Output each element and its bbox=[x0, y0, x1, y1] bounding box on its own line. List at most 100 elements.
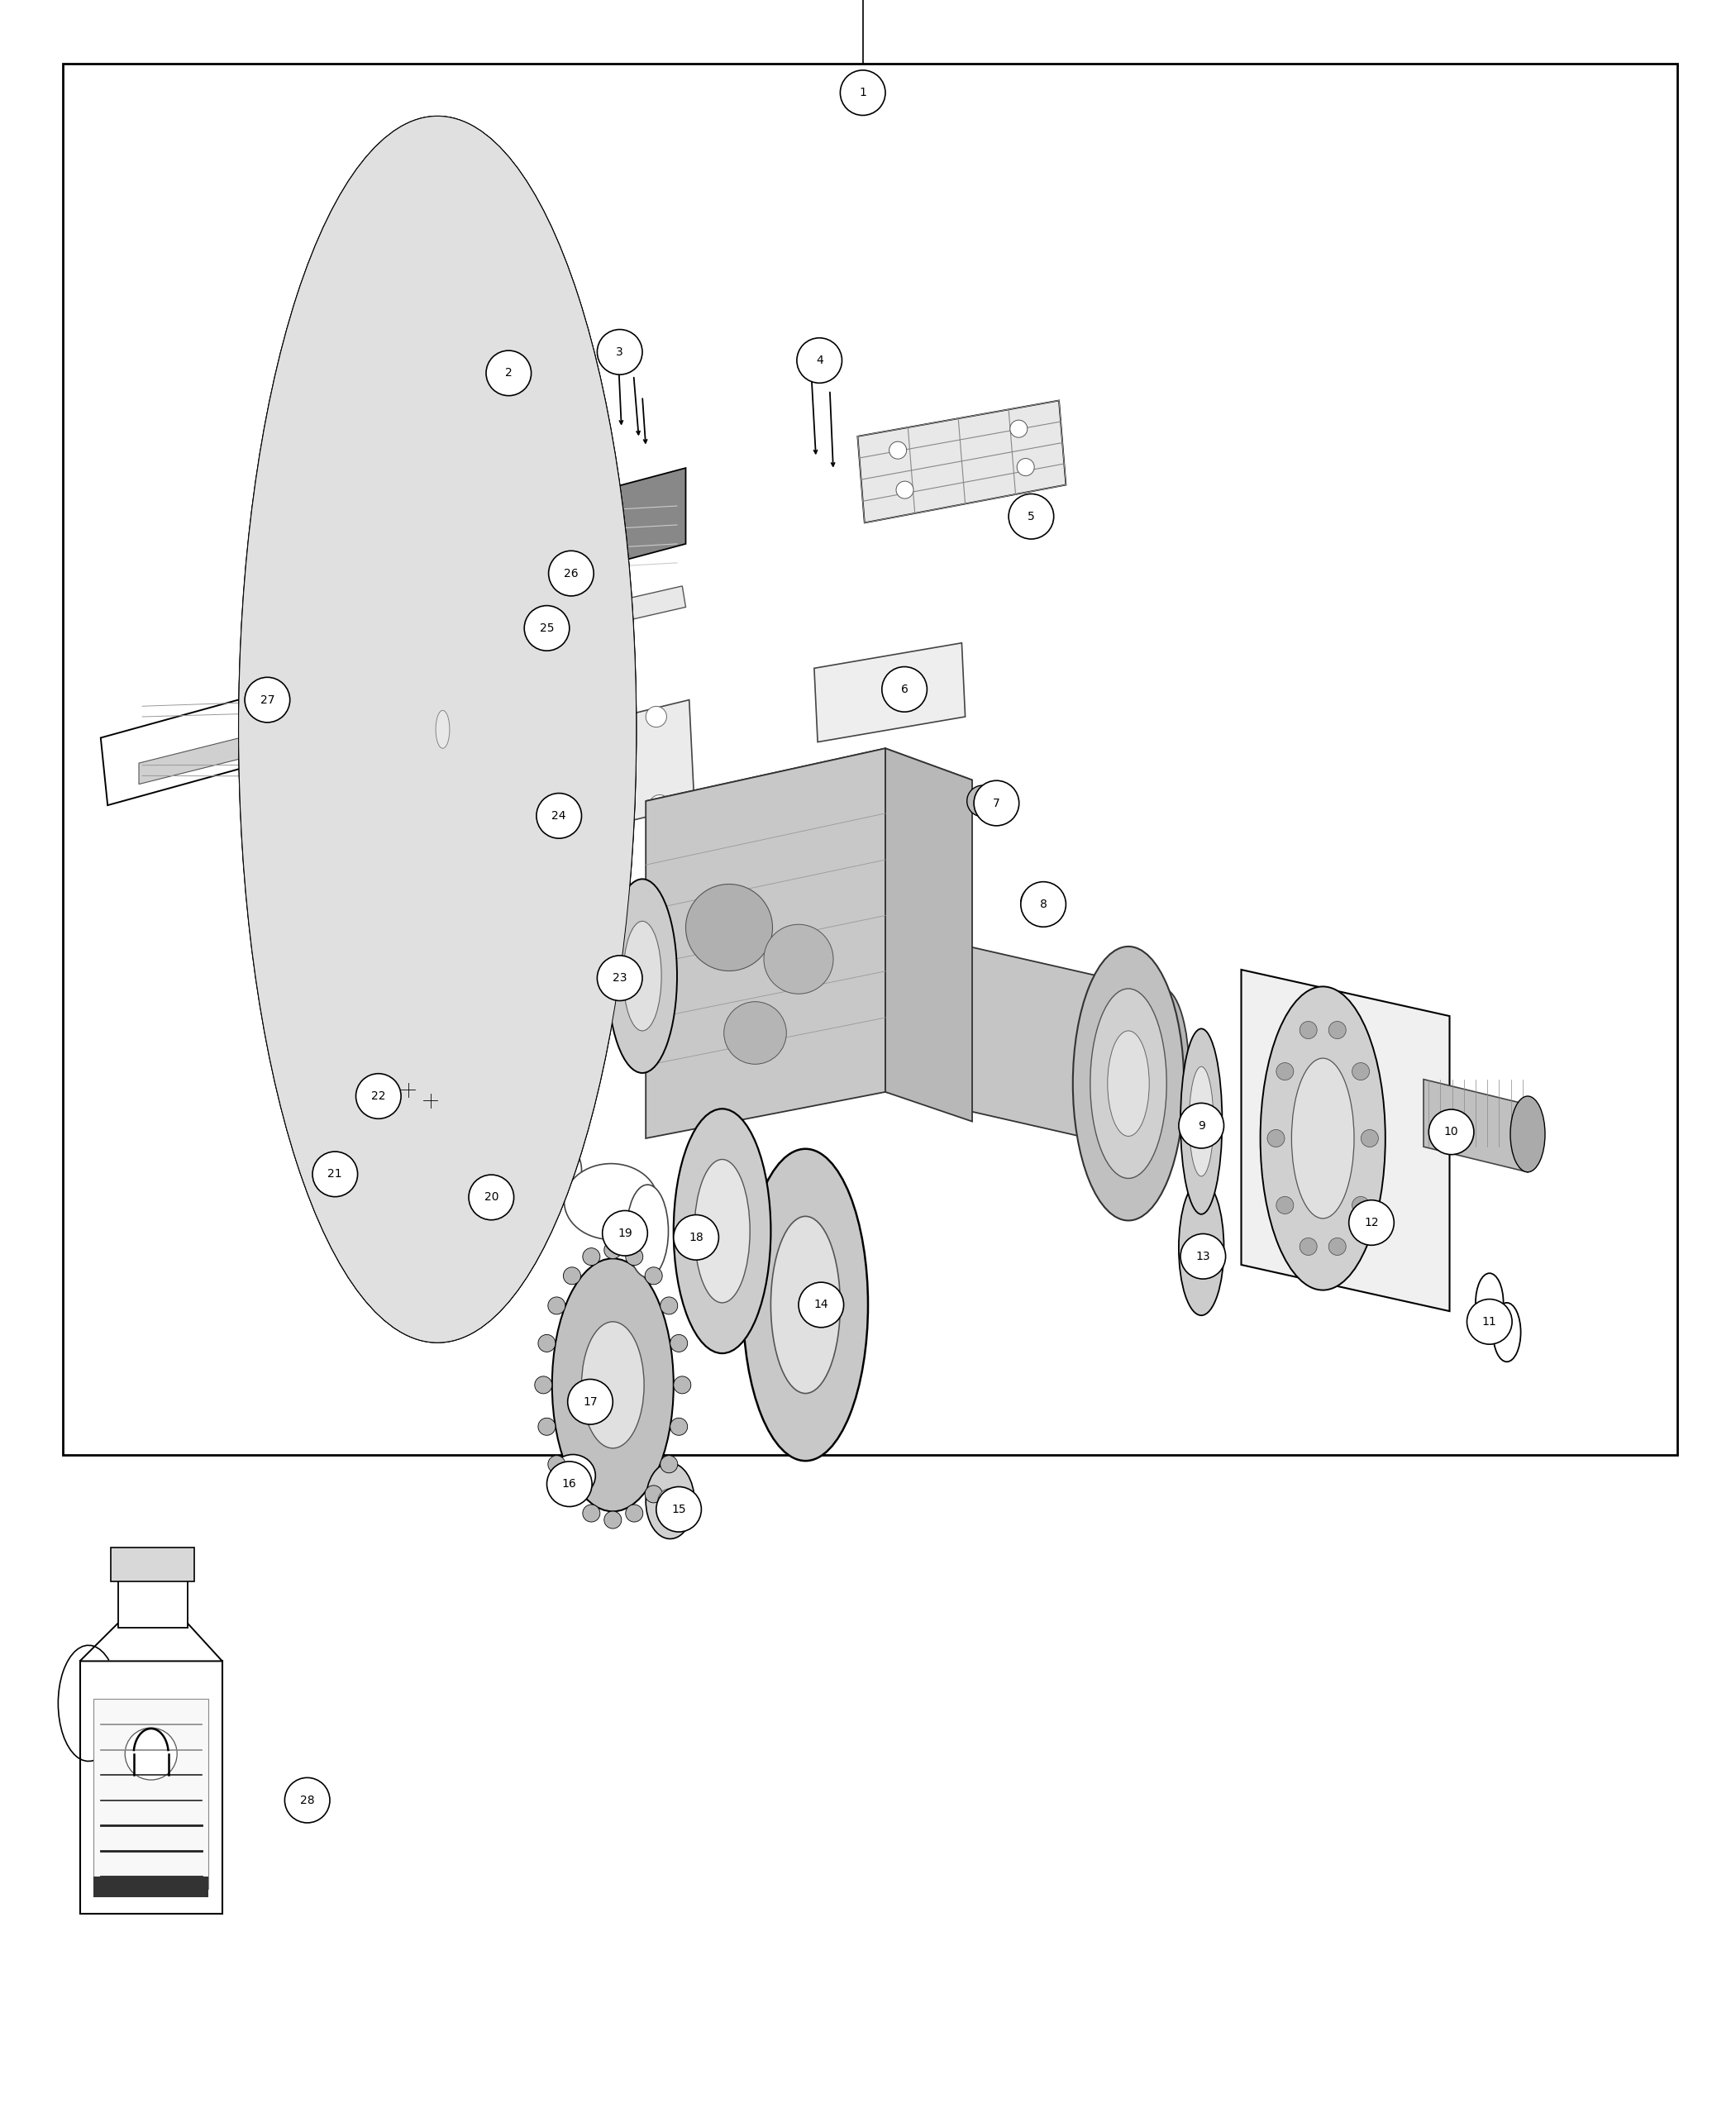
Ellipse shape bbox=[524, 605, 569, 651]
Ellipse shape bbox=[625, 1248, 642, 1265]
Ellipse shape bbox=[1349, 1199, 1394, 1246]
Ellipse shape bbox=[1009, 493, 1054, 540]
Ellipse shape bbox=[974, 780, 1019, 826]
Ellipse shape bbox=[528, 820, 549, 841]
Ellipse shape bbox=[356, 1073, 401, 1119]
Ellipse shape bbox=[1180, 1029, 1222, 1214]
Ellipse shape bbox=[658, 1488, 682, 1514]
Text: 27: 27 bbox=[260, 694, 274, 706]
Ellipse shape bbox=[1476, 1273, 1503, 1332]
Ellipse shape bbox=[646, 1267, 663, 1284]
Text: 19: 19 bbox=[618, 1227, 632, 1240]
Ellipse shape bbox=[547, 1461, 592, 1507]
Ellipse shape bbox=[285, 1777, 330, 1823]
Text: 2: 2 bbox=[505, 367, 512, 379]
Text: 7: 7 bbox=[993, 797, 1000, 809]
Ellipse shape bbox=[420, 670, 465, 788]
Text: 15: 15 bbox=[672, 1503, 686, 1516]
Bar bbox=[111, 1547, 194, 1581]
Ellipse shape bbox=[625, 1505, 642, 1522]
Text: 28: 28 bbox=[300, 1794, 314, 1807]
Ellipse shape bbox=[1260, 987, 1385, 1290]
Ellipse shape bbox=[627, 1185, 668, 1277]
Text: 22: 22 bbox=[372, 1090, 385, 1102]
Ellipse shape bbox=[1352, 1197, 1370, 1214]
Ellipse shape bbox=[896, 481, 913, 500]
Text: 17: 17 bbox=[583, 1395, 597, 1408]
Ellipse shape bbox=[1179, 1180, 1224, 1315]
Polygon shape bbox=[139, 691, 425, 784]
Ellipse shape bbox=[550, 1455, 595, 1497]
Ellipse shape bbox=[1361, 1130, 1378, 1147]
Ellipse shape bbox=[597, 329, 642, 375]
Ellipse shape bbox=[398, 1079, 418, 1100]
Ellipse shape bbox=[549, 550, 594, 597]
Text: 3: 3 bbox=[616, 346, 623, 358]
Ellipse shape bbox=[623, 921, 661, 1031]
Ellipse shape bbox=[771, 1216, 840, 1393]
Polygon shape bbox=[1241, 970, 1450, 1311]
Ellipse shape bbox=[562, 1486, 580, 1503]
Ellipse shape bbox=[649, 795, 670, 816]
Ellipse shape bbox=[621, 911, 670, 1029]
Polygon shape bbox=[1424, 1079, 1528, 1172]
Text: 9: 9 bbox=[1198, 1119, 1205, 1132]
Ellipse shape bbox=[486, 350, 531, 396]
Ellipse shape bbox=[602, 1210, 648, 1256]
Ellipse shape bbox=[764, 925, 833, 993]
Polygon shape bbox=[535, 586, 686, 641]
Bar bbox=[94, 1876, 208, 1897]
Ellipse shape bbox=[1021, 887, 1052, 917]
Polygon shape bbox=[80, 1623, 222, 1661]
Ellipse shape bbox=[356, 1111, 391, 1221]
Ellipse shape bbox=[1010, 419, 1028, 438]
Ellipse shape bbox=[1276, 1062, 1293, 1079]
Ellipse shape bbox=[660, 1457, 677, 1473]
Ellipse shape bbox=[660, 1296, 677, 1313]
Ellipse shape bbox=[967, 786, 998, 816]
Ellipse shape bbox=[799, 1282, 844, 1328]
Bar bbox=[94, 1699, 208, 1889]
Ellipse shape bbox=[656, 1486, 701, 1533]
Ellipse shape bbox=[312, 1151, 358, 1197]
Polygon shape bbox=[507, 700, 694, 850]
Ellipse shape bbox=[1510, 1096, 1545, 1172]
Bar bbox=[80, 1661, 222, 1914]
Ellipse shape bbox=[125, 1729, 177, 1779]
Ellipse shape bbox=[674, 1109, 771, 1353]
Ellipse shape bbox=[1179, 1102, 1224, 1149]
Text: 5: 5 bbox=[1028, 510, 1035, 523]
Ellipse shape bbox=[1090, 989, 1167, 1178]
Ellipse shape bbox=[889, 441, 906, 460]
Ellipse shape bbox=[686, 883, 773, 972]
Ellipse shape bbox=[549, 1296, 566, 1313]
Polygon shape bbox=[646, 748, 972, 833]
Ellipse shape bbox=[604, 1511, 621, 1528]
Ellipse shape bbox=[1429, 1109, 1474, 1155]
Ellipse shape bbox=[238, 116, 637, 1343]
Polygon shape bbox=[373, 1113, 483, 1244]
Bar bbox=[118, 1577, 187, 1627]
Bar bbox=[62, 63, 1677, 1455]
Ellipse shape bbox=[882, 666, 927, 713]
Ellipse shape bbox=[1017, 457, 1035, 476]
Ellipse shape bbox=[420, 1090, 441, 1111]
Ellipse shape bbox=[1276, 1197, 1293, 1214]
Ellipse shape bbox=[1021, 881, 1066, 928]
Ellipse shape bbox=[694, 1159, 750, 1303]
Ellipse shape bbox=[646, 1486, 663, 1503]
Ellipse shape bbox=[429, 694, 457, 765]
Polygon shape bbox=[646, 748, 885, 1138]
Text: 20: 20 bbox=[484, 1191, 498, 1204]
Text: 21: 21 bbox=[328, 1168, 342, 1180]
Text: 16: 16 bbox=[562, 1478, 576, 1490]
Ellipse shape bbox=[462, 1134, 503, 1244]
Text: 1: 1 bbox=[859, 86, 866, 99]
Ellipse shape bbox=[582, 510, 616, 544]
Ellipse shape bbox=[1189, 1067, 1213, 1176]
Ellipse shape bbox=[674, 1214, 719, 1261]
Text: 4: 4 bbox=[816, 354, 823, 367]
Ellipse shape bbox=[536, 793, 582, 839]
Polygon shape bbox=[885, 928, 1163, 1155]
Ellipse shape bbox=[583, 1248, 601, 1265]
